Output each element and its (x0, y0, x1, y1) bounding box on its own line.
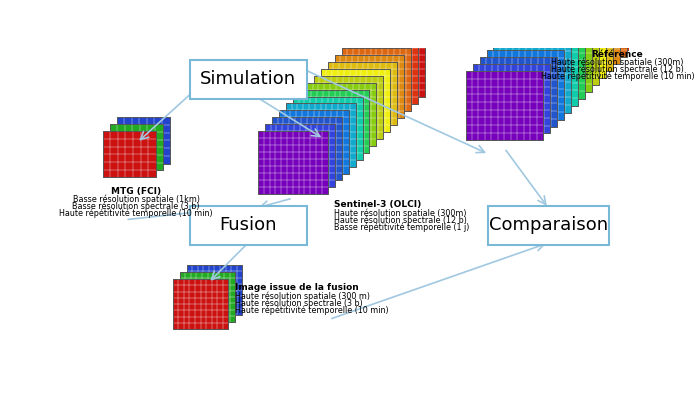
Bar (535, 2, 613, 71)
Bar (328, 62, 397, 125)
Bar (349, 41, 418, 104)
Bar (514, 22, 592, 92)
Text: MTG (FCI): MTG (FCI) (111, 186, 161, 196)
Bar (521, 16, 599, 85)
Bar (314, 76, 384, 139)
Bar (480, 57, 557, 126)
Bar (286, 104, 356, 166)
Bar (535, 2, 613, 71)
Text: Référence: Référence (591, 50, 643, 58)
Bar (528, 9, 606, 78)
Text: Comparaison: Comparaison (489, 216, 608, 234)
Bar (493, 43, 571, 113)
Bar (549, 0, 627, 57)
Text: Haute résolution spectrale (12 b): Haute résolution spectrale (12 b) (551, 64, 684, 74)
Bar (480, 57, 557, 126)
Bar (272, 117, 342, 180)
Bar (258, 131, 328, 194)
Bar (521, 16, 599, 85)
Bar (300, 90, 370, 153)
Bar (265, 124, 335, 187)
Text: Basse répétitivité temporelle (1 j): Basse répétitivité temporelle (1 j) (334, 223, 469, 232)
Bar (117, 117, 170, 164)
Bar (328, 62, 397, 125)
Bar (466, 71, 543, 140)
Bar (173, 279, 229, 329)
Bar (500, 36, 578, 106)
Bar (473, 64, 550, 134)
Text: Sentinel-3 (OLCI): Sentinel-3 (OLCI) (334, 200, 421, 210)
Bar (180, 272, 236, 322)
Text: Haute résolution spatiale (300m): Haute résolution spatiale (300m) (552, 57, 684, 67)
Text: Haute répétitivité temporelle (10 min): Haute répétitivité temporelle (10 min) (540, 71, 694, 81)
Text: Basse résolution spatiale (1km): Basse résolution spatiale (1km) (73, 194, 200, 204)
Bar (180, 272, 236, 322)
Bar (342, 48, 411, 111)
Bar (335, 55, 404, 118)
Bar (335, 55, 404, 118)
Bar (507, 30, 585, 99)
Bar (279, 110, 349, 174)
Text: Simulation: Simulation (200, 70, 296, 88)
Bar (507, 30, 585, 99)
Bar (272, 117, 342, 180)
Bar (307, 83, 377, 146)
Bar (349, 41, 418, 104)
Bar (563, 0, 641, 43)
Text: Haute résolution spatiale (300m): Haute résolution spatiale (300m) (334, 209, 466, 218)
Bar (500, 36, 578, 106)
Bar (103, 131, 156, 177)
Bar (187, 265, 243, 315)
Bar (293, 96, 363, 160)
Bar (103, 131, 156, 177)
Bar (300, 90, 370, 153)
Text: Haute répétitivité temporelle (10 min): Haute répétitivité temporelle (10 min) (59, 208, 213, 218)
Bar (487, 50, 564, 120)
Bar (514, 22, 592, 92)
Bar (258, 131, 328, 194)
Bar (286, 104, 356, 166)
Bar (487, 50, 564, 120)
Bar (466, 71, 543, 140)
Bar (356, 34, 425, 97)
Text: Haute résolution spatiale (300 m): Haute résolution spatiale (300 m) (235, 291, 370, 301)
Bar (293, 96, 363, 160)
Bar (265, 124, 335, 187)
Bar (110, 124, 163, 170)
Bar (563, 0, 641, 43)
Text: Basse résolution spectrale (3 b): Basse résolution spectrale (3 b) (73, 201, 200, 211)
Bar (117, 117, 170, 164)
Bar (556, 0, 634, 50)
Bar (542, 0, 620, 64)
Text: Fusion: Fusion (219, 216, 277, 234)
FancyBboxPatch shape (488, 206, 609, 245)
Bar (556, 0, 634, 50)
Text: Haute répétitivité temporelle (10 min): Haute répétitivité temporelle (10 min) (235, 305, 388, 315)
FancyBboxPatch shape (189, 60, 307, 99)
Bar (473, 64, 550, 134)
Bar (321, 69, 391, 132)
Text: Image issue de la fusion: Image issue de la fusion (235, 283, 359, 292)
FancyBboxPatch shape (189, 206, 307, 245)
Bar (173, 279, 229, 329)
Bar (549, 0, 627, 57)
Bar (542, 0, 620, 64)
Bar (307, 83, 377, 146)
Text: Haute résolution spectrale (3 b): Haute résolution spectrale (3 b) (235, 298, 362, 308)
Bar (493, 43, 571, 113)
Bar (187, 265, 243, 315)
Bar (321, 69, 391, 132)
Bar (342, 48, 411, 111)
Bar (528, 9, 606, 78)
Text: Haute résolution spectrale (12 b): Haute résolution spectrale (12 b) (334, 216, 467, 225)
Bar (279, 110, 349, 174)
Bar (110, 124, 163, 170)
Bar (314, 76, 384, 139)
Bar (356, 34, 425, 97)
